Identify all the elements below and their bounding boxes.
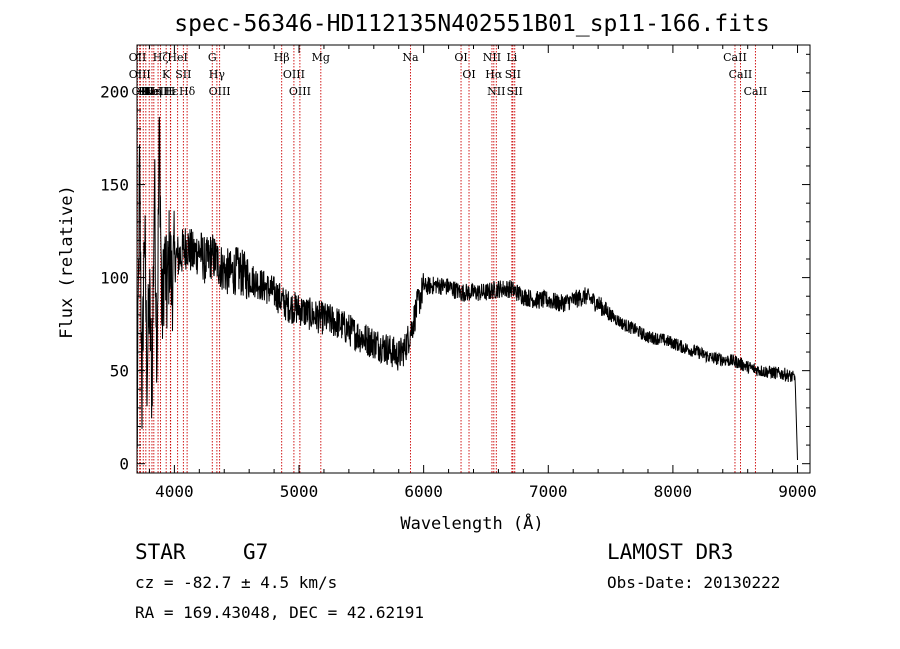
x-tick-label: 7000 xyxy=(529,482,568,501)
line-label: H xyxy=(144,85,154,98)
x-tick-label: 9000 xyxy=(778,482,817,501)
line-label: NII xyxy=(487,85,505,98)
line-label: H xyxy=(166,85,176,98)
line-label: Hα xyxy=(485,68,503,81)
spectrum-series-group xyxy=(136,116,798,461)
line-label: SII xyxy=(505,68,521,81)
line-label: HeI xyxy=(142,85,162,98)
line-label: Hδ xyxy=(179,85,196,98)
line-label: SII xyxy=(507,85,523,98)
line-label: K xyxy=(162,68,171,81)
x-tick-label: 4000 xyxy=(155,482,194,501)
line-label: OIII xyxy=(289,85,311,98)
observation-date: Obs-Date: 20130222 xyxy=(607,573,781,592)
chart-title: spec-56346-HD112135N402551B01_sp11-166.f… xyxy=(174,11,769,37)
x-tick-label: 6000 xyxy=(404,482,443,501)
line-labels-group: OIIOIIIOIIHHHHeIHηNeIIIHζKHHεHeISIIHδGHγ… xyxy=(129,51,768,98)
line-label: Hε xyxy=(163,85,179,98)
x-tick-label: 8000 xyxy=(654,482,693,501)
line-label: CaII xyxy=(744,85,768,98)
y-tick-label: 100 xyxy=(100,269,129,288)
y-axis-label: Flux (relative) xyxy=(57,185,77,339)
line-label: SII xyxy=(175,68,191,81)
object-subclass: G7 xyxy=(243,540,269,564)
line-label: OI xyxy=(462,68,475,81)
y-tick-label: 0 xyxy=(119,455,129,474)
y-tick-label: 150 xyxy=(100,176,129,195)
line-label: H xyxy=(138,85,148,98)
line-label: OIII xyxy=(209,85,231,98)
x-axis-label: Wavelength (Å) xyxy=(400,512,543,534)
line-label: Hζ xyxy=(153,51,169,64)
y-tick-label: 50 xyxy=(110,362,129,381)
survey-name: LAMOST DR3 xyxy=(607,540,734,564)
line-label: Hβ xyxy=(274,51,290,64)
line-label: Mg xyxy=(312,51,330,64)
line-label: NeIII xyxy=(143,85,172,98)
line-label: CaII xyxy=(729,68,753,81)
line-label: Na xyxy=(402,51,419,64)
line-label: OIII xyxy=(283,68,305,81)
x-tick-label: 5000 xyxy=(280,482,319,501)
line-label: CaII xyxy=(723,51,747,64)
tick-labels-group: 4000 5000 6000 7000 8000 9000 0 50 100 150 200 xyxy=(100,83,817,501)
axis-ticks-group xyxy=(137,45,810,473)
line-label: OII xyxy=(129,51,147,64)
line-label: Hγ xyxy=(209,68,226,81)
line-label: G xyxy=(208,51,217,64)
line-label: OI xyxy=(454,51,467,64)
line-label: OIII xyxy=(129,68,151,81)
spectrum-line xyxy=(136,116,798,461)
redshift-value: cz = -82.7 ± 4.5 km/s xyxy=(135,573,338,592)
y-tick-label: 200 xyxy=(100,83,129,102)
line-label: HeI xyxy=(167,51,187,64)
line-label: Li xyxy=(506,51,517,64)
line-label: NII xyxy=(483,51,501,64)
line-label: H xyxy=(141,85,151,98)
object-class: STAR xyxy=(135,540,186,564)
coordinates: RA = 169.43048, DEC = 42.62191 xyxy=(135,603,424,622)
line-label: OII xyxy=(132,85,150,98)
line-label: Hη xyxy=(146,85,162,98)
